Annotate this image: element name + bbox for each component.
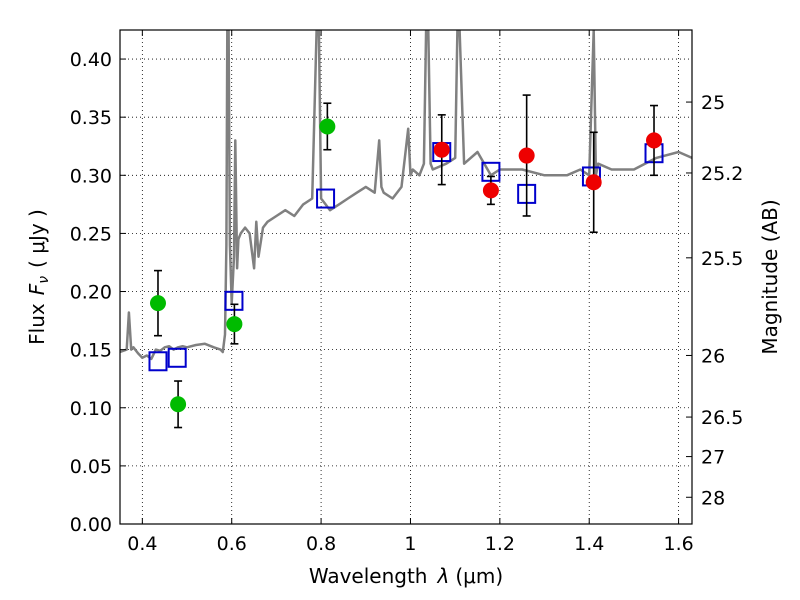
markers-layer [148, 94, 664, 429]
y-tick-label: 0.40 [70, 49, 112, 71]
y-tick-label: 0.30 [70, 165, 112, 187]
x-tick-label: 1.6 [663, 533, 693, 555]
y-tick-label: 0.10 [70, 398, 112, 420]
y2-tick-label: 25.2 [701, 163, 743, 185]
plot-frame [119, 29, 693, 525]
x-axis-title: Wavelength λ (μm) [309, 564, 503, 588]
spectrum-layer [120, 30, 692, 361]
spectrum-line [120, 30, 692, 361]
y-tick-label: 0.00 [70, 514, 112, 536]
y-tick-label: 0.15 [70, 340, 112, 362]
y-axis-title: FluxFν( μJy ) [25, 209, 52, 345]
ticks: 0.4 0.6 0.8 1 1.2 1.4 1.6 0.00 0.05 0.10 0.15 0.20 0… [70, 30, 743, 555]
y2-tick-label: 26.5 [701, 407, 743, 429]
x-tick-label: 0.4 [127, 533, 157, 555]
photometry-point [226, 316, 243, 333]
x-tick-label: 1.2 [485, 533, 515, 555]
photometry-point [646, 132, 663, 149]
x-tick-label: 0.6 [217, 533, 247, 555]
x-tick-label: 0.8 [306, 533, 336, 555]
y2-tick-label: 25.5 [701, 248, 743, 270]
grid [120, 30, 692, 525]
y2-tick-label: 25 [701, 92, 725, 114]
y2-tick-label: 28 [701, 487, 725, 509]
photometry-point [149, 295, 166, 312]
y-tick-label: 0.05 [70, 456, 112, 478]
y2-tick-label: 26 [701, 345, 725, 367]
photometry-point [170, 396, 187, 413]
x-tick-label: 1.4 [574, 533, 604, 555]
x-tick-label: 1 [404, 533, 416, 555]
y-tick-label: 0.35 [70, 107, 112, 129]
y-tick-label: 0.25 [70, 223, 112, 245]
y2-axis-title: Magnitude (AB) [758, 199, 782, 354]
model-square-marker [148, 351, 168, 372]
photometry-point [482, 182, 499, 199]
y-tick-label: 0.20 [70, 282, 112, 304]
model-square-marker [316, 188, 336, 209]
photometry-point [319, 118, 336, 135]
photometry-point [518, 147, 535, 164]
y2-tick-label: 27 [701, 447, 725, 469]
photometry-point [585, 174, 602, 191]
model-square-marker [167, 347, 187, 368]
photometry-point [433, 141, 450, 158]
